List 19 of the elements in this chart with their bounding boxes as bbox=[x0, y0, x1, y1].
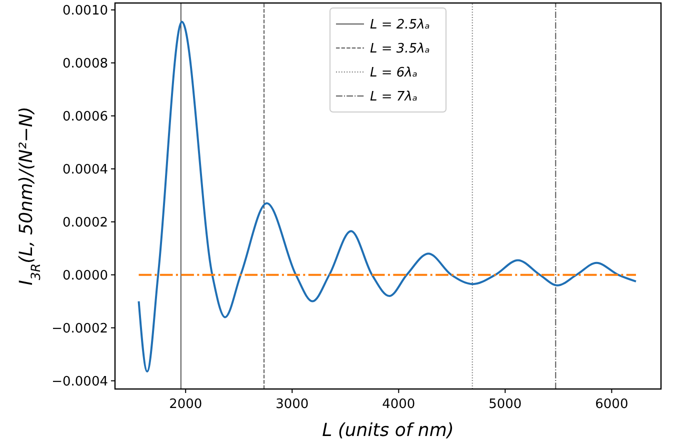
x-tick-label: 3000 bbox=[276, 397, 309, 412]
y-tick-label: −0.0004 bbox=[52, 374, 108, 390]
line-series bbox=[138, 20, 637, 373]
x-tick-label: 4000 bbox=[382, 397, 416, 412]
legend-label: L = 3.5λₐ bbox=[370, 42, 430, 57]
legend-label: L = 2.5λₐ bbox=[370, 18, 430, 33]
x-tick-label: 6000 bbox=[595, 397, 628, 412]
x-tick-label: 2000 bbox=[169, 397, 202, 412]
y-tick-label: 0.0006 bbox=[62, 109, 108, 124]
y-tick-label: 0.0000 bbox=[62, 268, 108, 284]
y-tick-label: 0.0008 bbox=[62, 56, 108, 72]
y-tick-label: 0.0010 bbox=[62, 3, 108, 18]
y-tick-label: −0.0002 bbox=[52, 321, 108, 336]
y-tick-label: 0.0002 bbox=[62, 215, 108, 230]
x-tick-label: 5000 bbox=[488, 397, 522, 412]
legend-label: L = 6λₐ bbox=[370, 66, 418, 81]
legend-label: L = 7λₐ bbox=[370, 90, 418, 105]
y-tick-label: 0.0004 bbox=[62, 162, 108, 178]
x-axis-title: L (units of nm) bbox=[322, 420, 454, 441]
